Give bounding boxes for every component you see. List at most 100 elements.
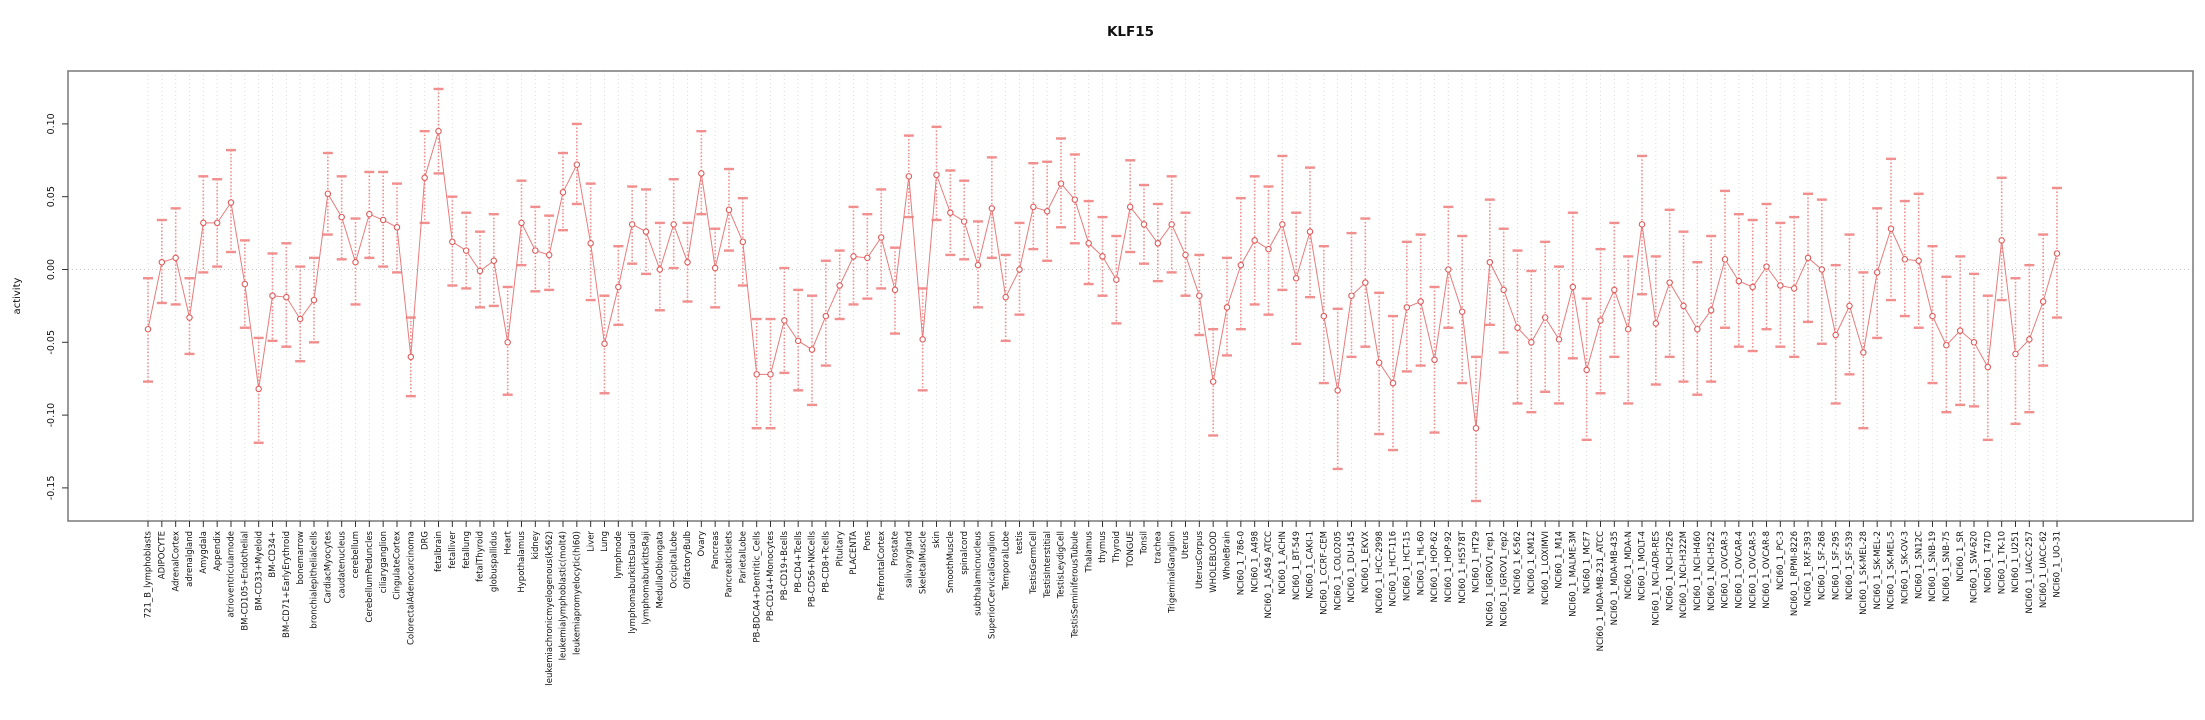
- x-category-label: globuspallidus: [490, 530, 500, 592]
- data-point: [1168, 221, 1175, 228]
- x-category-label: Appendix: [213, 531, 223, 571]
- x-category-label: NCI60_1_MALME-3M: [1569, 531, 1579, 617]
- data-point: [1417, 298, 1424, 305]
- data-point: [1887, 225, 1895, 232]
- x-category-label: Prostate: [891, 531, 901, 566]
- x-category-label: PB-CD56+NKCells: [808, 530, 818, 607]
- x-category-label: Pituitary: [835, 531, 845, 566]
- data-point: [1292, 274, 1300, 282]
- x-category-label: NCI60_1_SF-268: [1818, 531, 1828, 600]
- x-category-label: ciliaryganglion: [379, 531, 389, 593]
- x-category-label: BM-CD34+: [268, 531, 278, 578]
- x-category-label: ParietalLobe: [739, 531, 749, 583]
- x-category-label: OlfactoryBulb: [683, 531, 693, 589]
- x-category-label: NCI60_1_CAKI-1: [1306, 531, 1316, 599]
- data-point: [200, 219, 207, 227]
- x-category-label: Thyroid: [1112, 531, 1122, 564]
- x-category-label: cerebellum: [351, 531, 361, 578]
- data-point: [1956, 327, 1964, 334]
- data-point: [1998, 237, 2005, 244]
- x-category-label: salivarygland: [905, 531, 915, 588]
- x-category-label: NCI60_1_HCC-2998: [1375, 531, 1385, 614]
- data-point: [255, 385, 262, 393]
- data-point: [1334, 387, 1341, 394]
- x-category-label: NCI60_1_SF-539: [1845, 531, 1855, 600]
- data-point: [947, 209, 954, 216]
- x-category-label: Pons: [863, 530, 873, 550]
- x-category-label: PrefrontalCortex: [877, 531, 887, 600]
- x-category-label: leukemiachronicmyelogenous(k562): [545, 531, 555, 686]
- data-point: [1389, 379, 1397, 387]
- x-category-label: NCI60_1_U251: [2011, 531, 2021, 593]
- data-point: [1403, 304, 1411, 311]
- y-axis-title: activity: [12, 277, 23, 314]
- data-point: [1030, 203, 1037, 211]
- x-category-label: BM-CD71+EarlyErythroid: [282, 531, 292, 638]
- x-category-label: trachea: [1154, 531, 1164, 564]
- x-category-label: fetalbrain: [434, 531, 444, 572]
- data-point: [919, 336, 926, 343]
- x-category-label: NCI60_1_RPMI-8226: [1790, 531, 1800, 616]
- x-category-label: NCI60_1_TK-10: [1997, 531, 2007, 594]
- data-point: [615, 283, 622, 291]
- data-point: [822, 312, 830, 320]
- data-point: [1583, 366, 1590, 374]
- data-point: [1126, 203, 1134, 211]
- data-point: [1652, 320, 1660, 327]
- data-point: [1458, 308, 1466, 315]
- x-category-label: NCI60_1_UACC-257: [2025, 531, 2035, 614]
- data-point: [1279, 221, 1286, 228]
- x-category-label: NCI60_1_HOP-62: [1430, 531, 1440, 602]
- data-point: [504, 339, 511, 346]
- x-category-label: NCI60_1_BT-549: [1292, 531, 1302, 600]
- x-category-label: NCI60_1_SF-295: [1831, 531, 1841, 600]
- data-point: [1777, 282, 1784, 289]
- x-category-label: Pancreas: [711, 530, 721, 569]
- data-point: [407, 353, 415, 361]
- x-category-label: Ovary: [697, 531, 707, 556]
- data-point: [1362, 279, 1369, 286]
- data-point: [642, 228, 650, 235]
- x-category-label: TestisSeminiferousTubule: [1071, 531, 1081, 639]
- data-point: [1237, 261, 1245, 269]
- data-point: [684, 258, 691, 266]
- x-category-label: NCI60_1_T47D: [1984, 531, 1994, 594]
- x-category-label: NCI60_1_DU-145: [1347, 531, 1357, 603]
- x-category-label: lymphnode: [614, 531, 624, 579]
- x-category-label: TestisGermCell: [1029, 531, 1039, 595]
- data-point: [1763, 263, 1770, 270]
- x-category-label: NCI60_1_MOLT-4: [1638, 531, 1648, 601]
- x-category-label: Liver: [586, 531, 596, 552]
- data-point: [1431, 356, 1438, 364]
- x-category-label: NCI60_1_SNB-19: [1928, 531, 1938, 602]
- data-point: [1597, 317, 1604, 324]
- x-category-label: SmoothMuscle: [946, 531, 956, 593]
- x-category-label: NCI60_1_SR: [1956, 531, 1966, 582]
- data-point: [905, 173, 913, 180]
- x-category-label: NCI60_1_MCF7: [1582, 531, 1592, 594]
- data-point: [988, 205, 996, 212]
- data-point: [1624, 325, 1632, 333]
- chart-title: KLF15: [1107, 24, 1154, 40]
- data-point: [1154, 240, 1162, 247]
- x-category-label: lymphomaburkittsRaji: [642, 531, 652, 624]
- x-category-label: AdrenalCortex: [171, 531, 181, 592]
- data-point: [172, 254, 179, 262]
- x-category-label: CardiacMyocytes: [324, 530, 334, 603]
- y-tick-label: 0.10: [46, 113, 57, 134]
- data-point: [1804, 254, 1812, 262]
- x-category-label: NCI60_1_HL-60: [1416, 531, 1426, 595]
- x-category-label: thymus: [1098, 530, 1108, 562]
- x-category-label: NCI60_1_NCI-ADR-RES: [1652, 531, 1662, 626]
- data-point: [366, 210, 373, 218]
- data-point: [435, 127, 442, 135]
- data-point: [1735, 277, 1743, 285]
- x-category-label: NCI60_1_A498: [1250, 531, 1260, 593]
- x-category-label: NCI60_1_ACHN: [1278, 531, 1288, 595]
- x-category-label: UterusCorpus: [1195, 530, 1205, 589]
- x-category-label: adrenalgland: [185, 531, 195, 587]
- data-point: [725, 206, 733, 214]
- x-category-label: ADIPOCYTE: [158, 531, 168, 579]
- data-point: [559, 189, 567, 196]
- x-category-label: Uterus: [1181, 530, 1191, 559]
